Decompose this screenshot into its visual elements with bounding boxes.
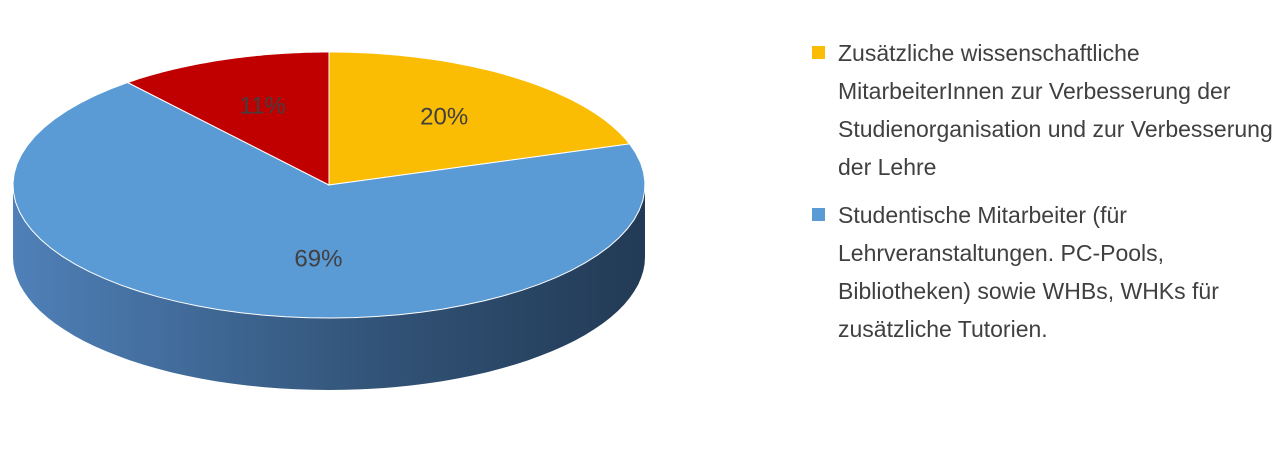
legend-label: Studentische Mitarbeiter (für Lehrverans…	[838, 202, 1219, 342]
value-label: 20%	[420, 104, 468, 131]
slice	[12, 81, 646, 319]
pie-area: 20% 69% 11%	[12, 51, 646, 390]
slice	[126, 51, 330, 186]
slice-side	[13, 185, 645, 390]
value-label: 69%	[294, 246, 342, 273]
legend-swatch	[812, 208, 825, 221]
slice	[328, 51, 631, 186]
legend-label: Zusätzliche wissenschaftliche Mitarbeite…	[838, 40, 1273, 180]
legend-swatch	[812, 46, 825, 59]
legend: Zusätzliche wissenschaftliche Mitarbeite…	[812, 34, 1278, 358]
legend-item: Studentische Mitarbeiter (für Lehrverans…	[812, 196, 1278, 348]
legend-item: Zusätzliche wissenschaftliche Mitarbeite…	[812, 34, 1278, 186]
value-label: 11%	[239, 93, 285, 120]
